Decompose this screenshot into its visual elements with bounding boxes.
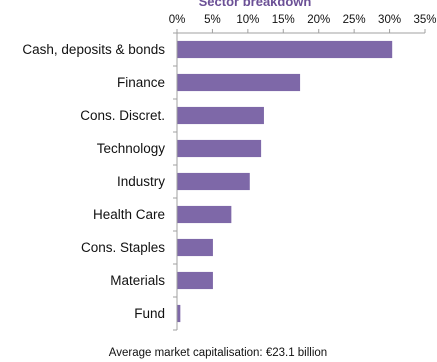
x-tick-label: 10% [236, 14, 259, 26]
category-label: Cash, deposits & bonds [22, 42, 165, 57]
bar-cons-discret [177, 106, 264, 125]
x-tick-label: 0% [169, 14, 186, 26]
bar-health-care [177, 205, 232, 224]
bar-cash-deposits-bonds [177, 40, 393, 59]
category-label: Cons. Discret. [80, 108, 165, 123]
bar-industry [177, 172, 250, 191]
category-label: Cons. Staples [81, 240, 165, 255]
chart-footnote: Average market capitalisation: €23.1 bil… [109, 347, 327, 359]
bars-layer [177, 40, 393, 323]
category-label: Industry [117, 174, 165, 189]
x-tick-label: 20% [307, 14, 330, 26]
bar-fund [177, 304, 181, 323]
bar-cons-staples [177, 238, 213, 257]
axis-layer [173, 32, 425, 331]
x-tick-label: 25% [343, 14, 366, 26]
chart-title: Sector breakdown [199, 0, 312, 9]
category-label: Materials [110, 273, 165, 288]
x-axis-ticks: 0% 5% 10% 15% 20% 25% 30% 35% [169, 14, 437, 33]
bar-materials [177, 271, 213, 290]
bar-technology [177, 139, 262, 158]
x-tick-label: 15% [272, 14, 295, 26]
category-labels: Cash, deposits & bonds Finance Cons. Discr… [22, 42, 165, 321]
category-label: Health Care [93, 207, 165, 222]
bar-finance [177, 73, 301, 92]
category-label: Technology [97, 141, 166, 156]
x-tick-label: 35% [413, 14, 436, 26]
category-label: Finance [117, 75, 165, 90]
x-tick-label: 5% [204, 14, 221, 26]
x-tick-label: 30% [378, 14, 401, 26]
category-label: Fund [134, 306, 165, 321]
